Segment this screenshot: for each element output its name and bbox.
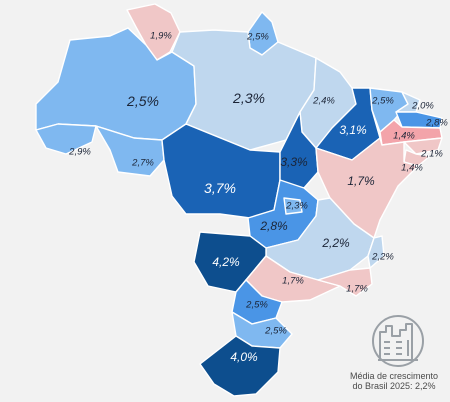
- label-SP: 1,7%: [282, 275, 304, 287]
- label-MA: 2,4%: [313, 95, 335, 107]
- label-MG: 2,2%: [322, 236, 350, 250]
- label-RO: 2,7%: [132, 157, 154, 169]
- label-GO: 2,8%: [260, 219, 288, 233]
- label-PA: 2,3%: [233, 90, 265, 106]
- state-RJ: [317, 267, 373, 297]
- label-BA: 1,7%: [347, 174, 375, 188]
- legend-line-1: Média de crescimento: [349, 371, 439, 381]
- state-RR: [126, 3, 181, 61]
- label-PI: 3,1%: [339, 123, 367, 137]
- factory-icon: [372, 315, 424, 367]
- label-SC: 2,5%: [265, 325, 287, 337]
- label-DF: 2,3%: [286, 200, 308, 212]
- label-SE: 1,4%: [401, 162, 423, 174]
- label-PR: 2,5%: [246, 299, 268, 311]
- state-AC: [35, 123, 97, 155]
- label-RR: 1,9%: [150, 30, 172, 42]
- label-MS: 4,2%: [212, 255, 240, 269]
- label-RJ: 1,7%: [346, 283, 368, 295]
- label-RN: 2,0%: [412, 100, 434, 112]
- state-RO: [95, 125, 165, 177]
- state-ES: [367, 235, 385, 269]
- legend-text: Média de crescimento do Brasil 2025: 2,2…: [344, 371, 444, 391]
- label-MT: 3,7%: [204, 180, 236, 196]
- label-PB: 2,8%: [426, 117, 448, 129]
- state-PB: [395, 111, 443, 129]
- label-PE: 1,4%: [393, 130, 415, 142]
- state-DF: [283, 197, 303, 215]
- label-AM: 2,5%: [127, 93, 159, 109]
- state-AL: [403, 137, 443, 155]
- label-AL: 2,1%: [421, 148, 443, 160]
- legend-line-2: do Brasil 2025: 2,2%: [352, 381, 436, 391]
- label-RS: 4,0%: [230, 350, 258, 364]
- label-AP: 2,5%: [247, 31, 269, 43]
- label-CE: 2,5%: [372, 95, 394, 107]
- label-AC: 2,9%: [69, 146, 91, 158]
- state-RS: [199, 335, 281, 397]
- label-TO: 3,3%: [280, 155, 308, 169]
- label-ES: 2,2%: [372, 251, 394, 263]
